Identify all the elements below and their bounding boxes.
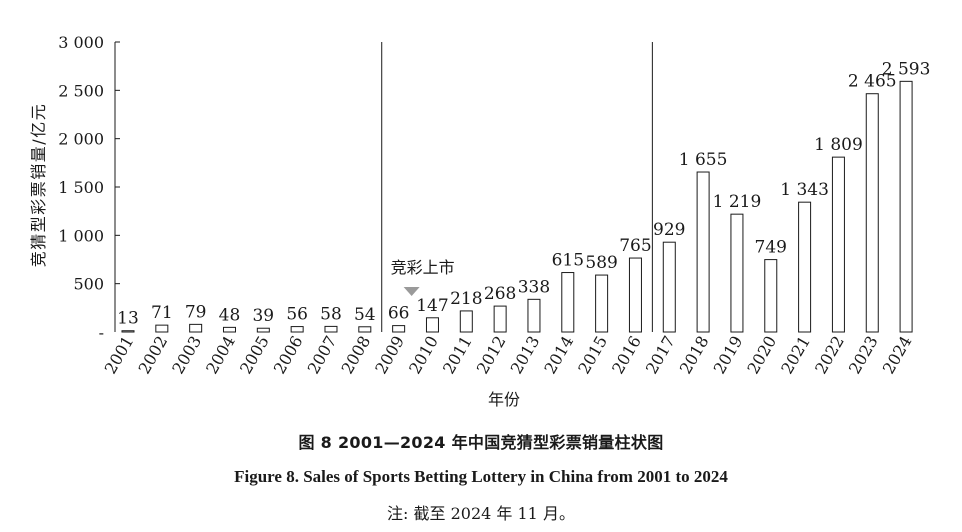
bar <box>459 310 473 333</box>
value-label: 1 219 <box>713 192 762 212</box>
y-tick-label: 1 000 <box>58 226 104 245</box>
annotation-label: 竞彩上市 <box>391 258 455 277</box>
y-axis-label: 竞猜型彩票销量/亿元 <box>29 103 48 267</box>
x-tick-label: 2006 <box>270 333 307 378</box>
x-tick-label: 2016 <box>608 333 645 378</box>
value-label: 2 465 <box>848 72 897 92</box>
value-label: 338 <box>518 277 550 297</box>
x-tick-label: 2022 <box>811 333 848 378</box>
x-tick-label: 2001 <box>101 333 138 378</box>
bar <box>222 326 236 333</box>
bar <box>865 93 879 333</box>
x-tick-label: 2015 <box>574 333 611 378</box>
x-tick-label: 2004 <box>202 333 239 378</box>
x-tick-label: 2017 <box>642 333 679 378</box>
value-label: 66 <box>388 304 410 324</box>
value-label: 749 <box>755 238 787 258</box>
x-tick-labels-group: 2001200220032004200520062007200820092010… <box>101 333 916 378</box>
x-tick-label: 2007 <box>304 333 341 378</box>
x-tick-label: 2010 <box>405 333 442 378</box>
bar <box>358 326 372 333</box>
bar <box>256 327 270 333</box>
bar <box>121 330 135 333</box>
bar <box>595 274 609 333</box>
bar <box>831 156 845 333</box>
bar <box>392 325 406 333</box>
x-tick-label: 2003 <box>168 333 205 378</box>
value-label: 13 <box>117 309 139 329</box>
bar <box>899 80 913 333</box>
x-tick-label: 2012 <box>473 333 510 378</box>
bar <box>527 298 541 333</box>
bar <box>189 323 203 333</box>
x-tick-label: 2019 <box>710 333 747 378</box>
value-label: 1 809 <box>814 135 863 155</box>
x-axis-label: 年份 <box>488 390 520 409</box>
bar <box>290 326 304 333</box>
bar <box>493 305 507 333</box>
x-tick-label: 2008 <box>337 333 374 378</box>
value-label: 56 <box>286 305 308 325</box>
value-label: 218 <box>450 289 482 309</box>
x-tick-label: 2013 <box>507 333 544 378</box>
value-label: 929 <box>653 220 685 240</box>
x-tick-label: 2011 <box>439 333 476 378</box>
value-label: 58 <box>320 304 342 324</box>
y-tick-labels-group: - 500 1 000 1 500 2 000 2 500 3 000 <box>58 33 104 342</box>
bar <box>155 324 169 333</box>
value-label: 71 <box>151 303 173 323</box>
value-label: 39 <box>252 306 274 326</box>
bar <box>324 325 338 333</box>
x-tick-label: 2018 <box>676 333 713 378</box>
x-tick-label: 2023 <box>845 333 882 378</box>
chart-axes <box>114 41 653 332</box>
x-tick-label: 2021 <box>777 333 814 378</box>
x-tick-label: 2014 <box>540 333 577 378</box>
bar <box>730 213 744 333</box>
bar <box>764 259 778 333</box>
y-tick-label: 1 500 <box>58 178 104 197</box>
value-label: 48 <box>219 305 241 325</box>
figure-note: 注: 截至 2024 年 11 月。 <box>387 504 575 523</box>
value-label: 615 <box>552 251 584 271</box>
bar <box>798 201 812 333</box>
x-tick-label: 2009 <box>371 333 408 378</box>
y-tick-label: - <box>99 323 104 342</box>
x-tick-label: 2024 <box>879 333 916 378</box>
bars-group <box>121 80 913 333</box>
figure-caption-english: Figure 8. Sales of Sports Betting Lotter… <box>234 467 728 486</box>
value-label: 589 <box>585 253 617 273</box>
y-tick-label: 2 000 <box>58 130 104 149</box>
bar <box>628 257 642 333</box>
y-tick-label: 2 500 <box>58 81 104 100</box>
value-label: 1 655 <box>679 150 728 170</box>
annotation-group: 竞彩上市 <box>391 258 455 296</box>
bar <box>425 317 439 333</box>
value-label: 54 <box>354 305 376 325</box>
figure-caption-chinese: 图 8 2001—2024 年中国竞猜型彩票销量柱状图 <box>298 433 664 452</box>
value-label: 2 593 <box>882 59 931 79</box>
value-label: 268 <box>484 284 516 304</box>
value-label: 1 343 <box>780 180 829 200</box>
value-label: 79 <box>185 302 207 322</box>
bar <box>662 241 676 333</box>
bar <box>696 171 710 333</box>
value-label: 765 <box>619 236 651 256</box>
value-label: 147 <box>416 296 448 316</box>
y-tick-label: 500 <box>73 275 104 294</box>
x-tick-label: 2002 <box>134 333 171 378</box>
annotation-arrow-icon <box>403 287 420 296</box>
x-tick-label: 2005 <box>236 333 273 378</box>
bar <box>561 272 575 333</box>
y-tick-label: 3 000 <box>58 33 104 52</box>
x-tick-label: 2020 <box>743 333 780 378</box>
